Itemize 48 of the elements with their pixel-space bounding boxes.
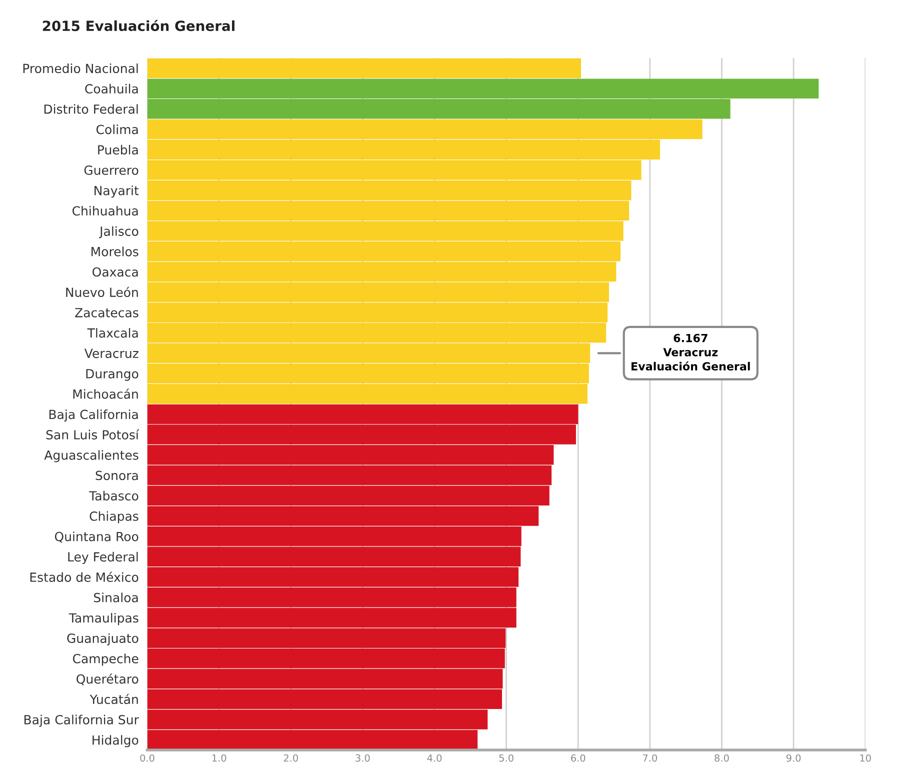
y-tick-label: Veracruz xyxy=(84,348,138,358)
x-tick-label: 1.0 xyxy=(212,754,226,762)
y-tick-label: Quintana Roo xyxy=(54,532,138,543)
y-tick-label: Nayarit xyxy=(94,186,139,198)
x-tick-label: 9.0 xyxy=(786,754,801,762)
y-tick-label: Durango xyxy=(86,369,138,381)
y-tick-label: Promedio Nacional xyxy=(23,63,138,74)
x-tick-label: 6.0 xyxy=(571,754,586,762)
y-tick-label: Tamaulipas xyxy=(68,612,138,626)
y-tick-label: Baja California xyxy=(49,409,138,422)
y-tick-label: Tabasco xyxy=(89,490,138,501)
annotation: 6.167 Veracruz Evaluación General xyxy=(632,334,750,371)
y-tick-label: Jalisco xyxy=(98,226,138,238)
y-tick-label: Distrito Federal xyxy=(44,104,138,114)
x-tick-label: 5.0 xyxy=(499,754,514,762)
y-tick-label: Hidalgo xyxy=(92,735,138,748)
y-tick-label: Zacatecas xyxy=(75,308,138,318)
y-tick-label: Sonora xyxy=(96,470,138,480)
y-tick-label: Morelos xyxy=(92,246,138,256)
y-tick-label: Coahuila xyxy=(85,84,138,94)
y-tick-label: Tlaxcala xyxy=(87,328,138,338)
y-tick-label: Colima xyxy=(96,124,138,134)
y-tick-label: Ley Federal xyxy=(68,552,138,564)
y-tick-label: Michoacán xyxy=(73,388,138,399)
x-tick-label: 4.0 xyxy=(427,754,442,762)
y-tick-label: Oaxaca xyxy=(92,267,138,277)
y-tick-label: Chihuahua xyxy=(72,206,138,216)
x-tick-label: 7.0 xyxy=(643,754,658,762)
y-tick-label: Guerrero xyxy=(84,165,138,175)
y-tick-label: Estado de México xyxy=(30,572,138,582)
y-tick-label: Nuevo León xyxy=(66,286,138,298)
y-tick-label: Baja California Sur xyxy=(24,714,139,727)
x-tick-label: 10 xyxy=(860,754,871,762)
x-tick-label: 2.0 xyxy=(284,754,298,762)
x-tick-label: 3.0 xyxy=(356,754,370,762)
y-tick-label: Sinaloa xyxy=(94,592,138,602)
y-tick-label: Yucatán xyxy=(90,694,138,704)
bar xyxy=(147,58,581,78)
y-tick-label: Querétaro xyxy=(76,674,138,686)
y-tick-label: Chiapas xyxy=(90,511,138,524)
y-tick-label: Guanajuato xyxy=(67,633,138,646)
x-tick-label: 8.0 xyxy=(714,754,729,762)
chart-title: 2015 Evaluación General xyxy=(42,20,234,32)
y-tick-label: Puebla xyxy=(98,144,138,155)
x-tick-label: 0.0 xyxy=(140,754,154,762)
y-tick-label: Campeche xyxy=(72,654,138,666)
y-tick-label: San Luis Potosí xyxy=(46,429,140,440)
y-tick-label: Aguascalientes xyxy=(44,450,138,462)
